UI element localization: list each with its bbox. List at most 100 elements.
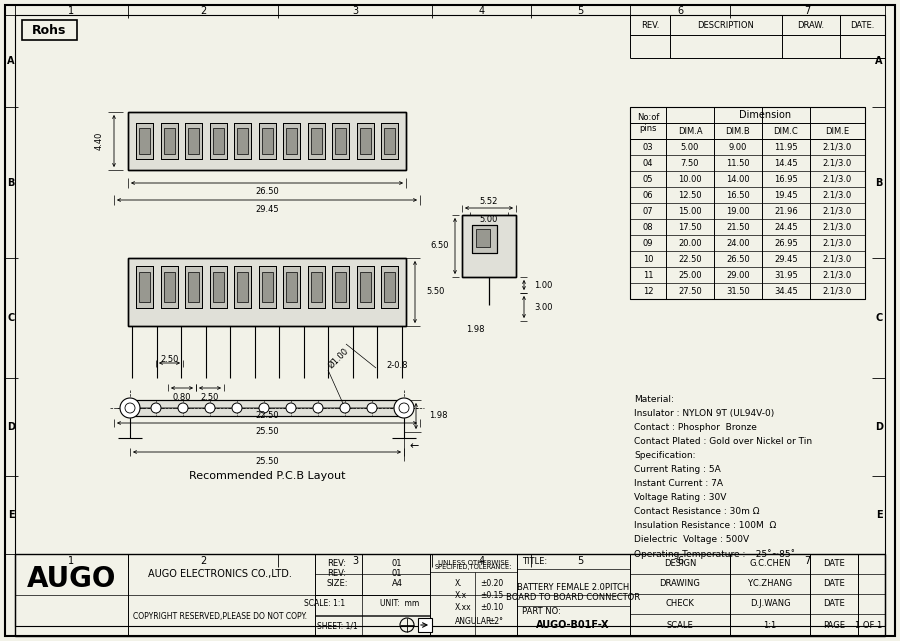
Text: 5.00: 5.00 xyxy=(680,142,699,151)
Text: Recommended P.C.B Layout: Recommended P.C.B Layout xyxy=(189,471,346,481)
Bar xyxy=(128,258,406,326)
Text: REV.: REV. xyxy=(641,21,659,29)
Text: DESCRIPTION: DESCRIPTION xyxy=(698,21,754,29)
Text: Dielectric  Voltage : 500V: Dielectric Voltage : 500V xyxy=(634,535,749,544)
Bar xyxy=(212,272,223,302)
Bar xyxy=(128,400,406,416)
Text: 1: 1 xyxy=(68,6,75,16)
Text: 7: 7 xyxy=(805,6,811,16)
Text: Ø1.00: Ø1.00 xyxy=(326,346,350,370)
Bar xyxy=(630,107,865,299)
Text: TITLE:: TITLE: xyxy=(522,558,547,567)
Bar xyxy=(128,112,406,170)
Text: 4: 4 xyxy=(479,556,484,566)
Bar xyxy=(462,215,516,277)
Text: 4: 4 xyxy=(479,6,484,16)
Text: 6: 6 xyxy=(677,556,683,566)
Text: 03: 03 xyxy=(643,142,653,151)
Bar xyxy=(359,128,371,154)
Bar xyxy=(185,266,202,308)
Text: 1: 1 xyxy=(68,556,75,566)
Bar xyxy=(185,266,202,308)
Bar xyxy=(462,215,516,277)
Text: B: B xyxy=(876,178,883,188)
Text: DATE: DATE xyxy=(824,579,845,588)
Text: 21.50: 21.50 xyxy=(726,222,750,231)
Text: 26.95: 26.95 xyxy=(774,238,798,247)
Bar xyxy=(308,123,325,159)
Text: COPYRIGHT RESERVED,PLEASE DO NOT COPY.: COPYRIGHT RESERVED,PLEASE DO NOT COPY. xyxy=(133,612,307,620)
Text: DIM.E: DIM.E xyxy=(825,126,850,135)
Text: E: E xyxy=(876,510,882,520)
Text: C: C xyxy=(876,313,883,323)
Bar xyxy=(210,266,227,308)
Text: 12: 12 xyxy=(643,287,653,296)
Text: ±0.15: ±0.15 xyxy=(480,592,503,601)
Bar xyxy=(283,266,300,308)
Text: ±2°: ±2° xyxy=(488,617,503,626)
Text: X.: X. xyxy=(455,579,463,588)
Bar xyxy=(332,123,349,159)
Text: DIM.C: DIM.C xyxy=(774,126,798,135)
Bar xyxy=(310,128,321,154)
Text: D: D xyxy=(7,422,15,432)
Bar xyxy=(22,20,77,40)
Bar xyxy=(359,272,371,302)
Text: X.xx: X.xx xyxy=(455,603,472,613)
Bar xyxy=(308,266,325,308)
Bar xyxy=(472,225,497,253)
Text: 1.00: 1.00 xyxy=(534,281,553,290)
Text: BOARD TO BOARD CONNECTOR: BOARD TO BOARD CONNECTOR xyxy=(506,592,640,601)
Bar xyxy=(128,112,406,170)
Text: ±0.20: ±0.20 xyxy=(480,579,503,588)
Text: DATE: DATE xyxy=(824,599,845,608)
Text: A: A xyxy=(7,56,14,66)
Text: 22.50: 22.50 xyxy=(679,254,702,263)
Text: Rohs: Rohs xyxy=(32,24,67,37)
Text: Contact Plated : Gold over Nickel or Tin: Contact Plated : Gold over Nickel or Tin xyxy=(634,437,812,446)
Bar xyxy=(286,128,297,154)
Text: 15.00: 15.00 xyxy=(679,206,702,215)
Bar xyxy=(136,123,153,159)
Text: Insulator : NYLON 9T (UL94V-0): Insulator : NYLON 9T (UL94V-0) xyxy=(634,409,774,418)
Text: 19.00: 19.00 xyxy=(726,206,750,215)
Text: 25.00: 25.00 xyxy=(679,271,702,279)
Text: 20.00: 20.00 xyxy=(679,238,702,247)
Text: ANGULAR: ANGULAR xyxy=(455,617,492,626)
Text: PAGE: PAGE xyxy=(823,620,845,629)
Text: 19.45: 19.45 xyxy=(774,190,797,199)
Text: 29.00: 29.00 xyxy=(726,271,750,279)
Circle shape xyxy=(151,403,161,413)
Text: 2.1/3.0: 2.1/3.0 xyxy=(823,287,852,296)
Text: 04: 04 xyxy=(643,158,653,167)
Text: 7.50: 7.50 xyxy=(680,158,699,167)
Text: 07: 07 xyxy=(643,206,653,215)
Text: D: D xyxy=(875,422,883,432)
Text: 31.95: 31.95 xyxy=(774,271,798,279)
Text: 1:1: 1:1 xyxy=(763,620,777,629)
Text: 01: 01 xyxy=(392,569,402,578)
Text: 7: 7 xyxy=(805,556,811,566)
Text: 2.1/3.0: 2.1/3.0 xyxy=(823,254,852,263)
Text: 12.50: 12.50 xyxy=(679,190,702,199)
Bar xyxy=(381,266,398,308)
Bar xyxy=(160,123,177,159)
Bar xyxy=(472,225,497,253)
Bar xyxy=(128,400,406,416)
Bar xyxy=(258,123,275,159)
Bar xyxy=(234,266,251,308)
Bar xyxy=(237,272,248,302)
Text: REV:: REV: xyxy=(328,560,346,569)
Bar xyxy=(286,272,297,302)
Bar xyxy=(136,266,153,308)
Text: 1.98: 1.98 xyxy=(429,412,447,420)
Bar xyxy=(128,258,406,326)
Bar xyxy=(308,123,325,159)
Text: 22.50: 22.50 xyxy=(256,412,279,420)
Text: 2.1/3.0: 2.1/3.0 xyxy=(823,238,852,247)
Bar xyxy=(258,123,275,159)
Circle shape xyxy=(394,398,414,418)
Text: UNIT:  mm: UNIT: mm xyxy=(381,599,419,608)
Bar xyxy=(234,123,251,159)
Text: 01: 01 xyxy=(392,560,402,569)
